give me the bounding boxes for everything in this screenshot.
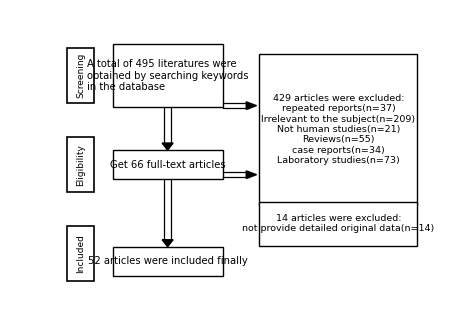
Text: Included: Included xyxy=(76,234,85,273)
Text: 14 articles were excluded:
not provide detailed original data(n=14): 14 articles were excluded: not provide d… xyxy=(242,214,435,233)
Text: 52 articles were included finally: 52 articles were included finally xyxy=(88,256,247,266)
Bar xyxy=(112,44,223,107)
Text: Eligibility: Eligibility xyxy=(76,144,85,185)
Text: A total of 495 literatures were
obtained by searching keywords
in the database: A total of 495 literatures were obtained… xyxy=(87,59,248,92)
Bar xyxy=(259,202,418,245)
Bar xyxy=(67,137,94,192)
Polygon shape xyxy=(162,240,173,247)
Bar xyxy=(259,54,418,205)
Bar xyxy=(112,247,223,276)
Polygon shape xyxy=(246,102,256,110)
Text: 429 articles were excluded:
repeated reports(n=37)
Irrelevant to the subject(n=2: 429 articles were excluded: repeated rep… xyxy=(261,94,416,165)
Bar xyxy=(67,226,94,281)
Bar xyxy=(67,48,94,103)
Text: Screening: Screening xyxy=(76,53,85,98)
Polygon shape xyxy=(162,143,173,150)
Text: Get 66 full-text articles: Get 66 full-text articles xyxy=(110,160,226,170)
Polygon shape xyxy=(246,171,256,178)
Bar xyxy=(112,150,223,179)
